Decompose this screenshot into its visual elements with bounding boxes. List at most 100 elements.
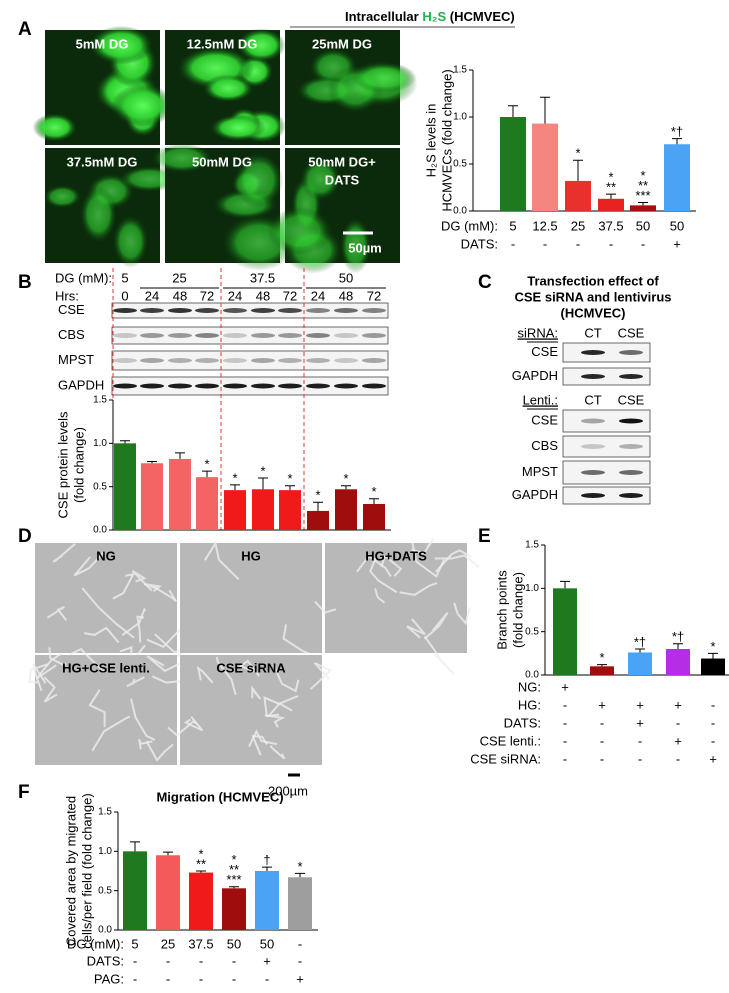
- tube: [68, 647, 105, 673]
- row-cell: -: [511, 236, 515, 251]
- bar: [141, 463, 163, 530]
- tube: [356, 554, 392, 577]
- tube: [121, 608, 146, 637]
- row-label: Lenti.:: [523, 392, 558, 407]
- significance: *: [710, 639, 715, 654]
- bar: [224, 490, 246, 530]
- image-label: 50mM DG+: [308, 154, 376, 169]
- tube: [146, 655, 184, 673]
- row-cell: 5: [131, 936, 138, 951]
- blot-band: [619, 493, 643, 498]
- blot-label: CBS: [531, 438, 558, 453]
- error-bar: [262, 866, 272, 871]
- tube: [264, 714, 286, 728]
- row-cell: 48: [256, 288, 270, 303]
- bar: [255, 871, 279, 930]
- bar: [664, 144, 690, 211]
- row-cell: +: [674, 733, 682, 748]
- row-cell: 24: [311, 288, 325, 303]
- row-cell: +: [598, 697, 606, 712]
- row-cell: +: [636, 697, 644, 712]
- error-bar: [672, 138, 682, 145]
- panel-label: C: [478, 272, 492, 293]
- significance: **: [638, 178, 648, 193]
- tube: [88, 689, 106, 727]
- significance: *: [198, 846, 203, 861]
- row-cell: -: [298, 936, 302, 951]
- error-bar: [229, 886, 239, 889]
- blot-band: [362, 333, 386, 338]
- row-cell: -: [638, 733, 642, 748]
- panel-label: E: [478, 526, 491, 547]
- error-bar: [341, 485, 351, 490]
- row-cell: 37.5: [188, 936, 213, 951]
- blot-band: [362, 308, 386, 313]
- tube: [48, 647, 67, 667]
- tube: [282, 624, 309, 655]
- scale-label: 200µm: [268, 783, 308, 798]
- blot-label: CSE: [531, 412, 558, 427]
- row-cell: 37.5: [250, 270, 275, 285]
- cell-blob: [79, 185, 117, 243]
- bar: [500, 117, 526, 211]
- cell-blob: [237, 28, 286, 63]
- significance: ***: [226, 872, 241, 887]
- cell-blob: [151, 143, 213, 173]
- error-bar: [230, 484, 240, 491]
- blot-label: CBS: [58, 327, 85, 342]
- error-bar: [285, 485, 295, 491]
- blot: [562, 486, 651, 505]
- blot: [562, 409, 651, 433]
- row-cell: -: [676, 715, 680, 730]
- tube: [46, 605, 68, 621]
- row-cell: 24: [228, 288, 242, 303]
- blot-label: MPST: [522, 464, 558, 479]
- cell-blob: [112, 214, 149, 268]
- tube: [263, 695, 299, 717]
- error-bar: [175, 452, 185, 459]
- tube: [251, 685, 262, 700]
- blot-band: [334, 358, 358, 363]
- tube: [238, 659, 261, 677]
- y-tick-label: 0.5: [93, 481, 107, 492]
- bar: [189, 872, 213, 930]
- tube: [83, 626, 120, 644]
- significance: *: [599, 650, 604, 665]
- image-label: HG+DATS: [365, 548, 427, 563]
- tube: [453, 602, 471, 626]
- micrograph: [180, 543, 322, 653]
- header-part: H₂S: [422, 9, 446, 24]
- row-label: DATS:: [87, 953, 124, 968]
- blot-band: [278, 383, 302, 389]
- tube: [434, 549, 472, 573]
- row-cell: 50: [670, 218, 684, 233]
- row-cell: 50: [260, 936, 274, 951]
- tube: [203, 540, 240, 581]
- row-cell: 0: [121, 288, 128, 303]
- error-bar: [673, 643, 683, 649]
- tube: [369, 555, 398, 594]
- blot-band: [168, 383, 192, 389]
- image-label: 37.5mM DG: [67, 154, 138, 169]
- tube: [130, 698, 156, 741]
- error-bar: [295, 872, 305, 878]
- tube: [272, 664, 300, 693]
- blot-band: [581, 493, 605, 498]
- y-tick-label: 0.5: [98, 885, 112, 896]
- blot-band: [278, 358, 302, 363]
- row-cell: 72: [283, 288, 297, 303]
- significance: *†: [671, 124, 683, 139]
- cell-blob: [43, 185, 82, 209]
- blot-band: [140, 333, 164, 338]
- row-cell: 50: [227, 936, 241, 951]
- significance: *: [297, 859, 302, 874]
- row-cell: 72: [367, 288, 381, 303]
- error-bar: [606, 193, 616, 199]
- error-bar: [196, 870, 206, 873]
- image-label: 25mM DG: [312, 36, 372, 51]
- tube: [423, 611, 449, 640]
- significance: *: [371, 484, 376, 499]
- row-cell: +: [673, 236, 681, 251]
- y-axis-label: (fold change): [510, 572, 525, 648]
- tube: [423, 635, 456, 676]
